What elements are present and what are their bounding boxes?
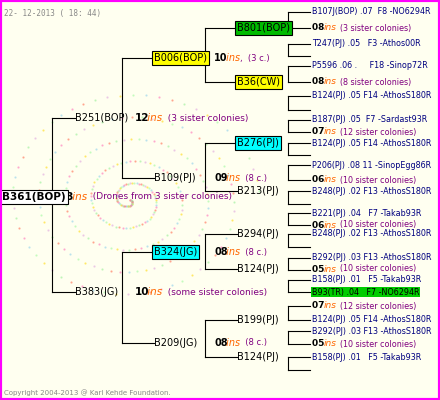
Text: B107J(BOP) .07  F8 -NO6294R: B107J(BOP) .07 F8 -NO6294R [312, 8, 430, 16]
Text: (12 sister colonies): (12 sister colonies) [335, 128, 417, 136]
Text: B294(PJ): B294(PJ) [237, 229, 279, 239]
Text: B158(PJ) .01   F5 -Takab93R: B158(PJ) .01 F5 -Takab93R [312, 276, 421, 284]
Text: B324(JG): B324(JG) [154, 247, 197, 257]
Text: 05: 05 [312, 340, 327, 348]
Text: (3 sister colonies): (3 sister colonies) [335, 24, 412, 32]
Text: ins: ins [223, 173, 240, 183]
Text: B221(PJ) .04   F7 -Takab93R: B221(PJ) .04 F7 -Takab93R [312, 208, 422, 218]
Text: ins: ins [223, 247, 240, 257]
Text: (8 sister colonies): (8 sister colonies) [335, 78, 412, 86]
Text: (8 c.): (8 c.) [240, 248, 267, 256]
Text: (8 c.): (8 c.) [240, 338, 267, 348]
Text: 10: 10 [214, 53, 227, 63]
Text: ins: ins [324, 340, 337, 348]
Text: (12 sister colonies): (12 sister colonies) [335, 302, 417, 310]
Text: ins: ins [324, 264, 337, 274]
Text: ins: ins [223, 53, 240, 63]
Text: (some sister colonies): (some sister colonies) [162, 288, 268, 296]
Text: B124(PJ) .05 F14 -AthosS180R: B124(PJ) .05 F14 -AthosS180R [312, 138, 431, 148]
Text: B383(JG): B383(JG) [75, 287, 118, 297]
Text: ins: ins [70, 192, 88, 202]
Text: (8 c.): (8 c.) [240, 174, 267, 182]
Text: 07: 07 [312, 128, 328, 136]
Text: B124(PJ): B124(PJ) [237, 352, 279, 362]
Text: (10 sister colonies): (10 sister colonies) [335, 340, 417, 348]
Text: B109(PJ): B109(PJ) [154, 173, 196, 183]
Text: 08: 08 [312, 78, 327, 86]
Text: 09: 09 [214, 173, 227, 183]
Text: ins: ins [223, 338, 240, 348]
Text: B248(PJ) .02 F13 -AthosS180R: B248(PJ) .02 F13 -AthosS180R [312, 186, 431, 196]
Text: B292(PJ) .03 F13 -AthosS180R: B292(PJ) .03 F13 -AthosS180R [312, 326, 432, 336]
Text: 22- 12-2013 ( 18: 44): 22- 12-2013 ( 18: 44) [4, 9, 101, 18]
Text: (10 sister colonies): (10 sister colonies) [335, 264, 417, 274]
Text: B124(PJ) .05 F14 -AthosS180R: B124(PJ) .05 F14 -AthosS180R [312, 92, 431, 100]
Text: ,  (3 c.): , (3 c.) [240, 54, 269, 62]
Text: B248(PJ) .02 F13 -AthosS180R: B248(PJ) .02 F13 -AthosS180R [312, 230, 431, 238]
Text: B36(CW): B36(CW) [237, 77, 280, 87]
Text: ins: ins [324, 128, 337, 136]
Text: B006(BOP): B006(BOP) [154, 53, 207, 63]
Text: B199(PJ): B199(PJ) [237, 315, 279, 325]
Text: 05: 05 [312, 264, 327, 274]
Text: 08: 08 [214, 338, 227, 348]
Text: ins: ins [324, 220, 337, 230]
Text: ins: ins [144, 287, 162, 297]
Text: 13: 13 [60, 192, 74, 202]
Text: 08: 08 [312, 24, 327, 32]
Text: ins: ins [324, 78, 337, 86]
Text: B124(PJ) .05 F14 -AthosS180R: B124(PJ) .05 F14 -AthosS180R [312, 316, 431, 324]
Text: (10 sister colonies): (10 sister colonies) [335, 176, 417, 184]
Text: B124(PJ): B124(PJ) [237, 264, 279, 274]
Text: Copyright 2004-2013 @ Karl Kehde Foundation.: Copyright 2004-2013 @ Karl Kehde Foundat… [4, 389, 171, 396]
Text: 07: 07 [312, 302, 328, 310]
Text: B187(PJ) .05  F7 -Sardast93R: B187(PJ) .05 F7 -Sardast93R [312, 116, 427, 124]
Text: ins: ins [324, 302, 337, 310]
Text: B276(PJ): B276(PJ) [237, 138, 279, 148]
Text: B209(JG): B209(JG) [154, 338, 197, 348]
Text: 10: 10 [135, 287, 150, 297]
Text: B251(BOP): B251(BOP) [75, 113, 128, 123]
Text: ins: ins [144, 113, 162, 123]
Text: 06: 06 [312, 220, 327, 230]
Text: P206(PJ) .08 11 -SinopEgg86R: P206(PJ) .08 11 -SinopEgg86R [312, 160, 431, 170]
Text: 08: 08 [214, 247, 227, 257]
Text: (10 sister colonies): (10 sister colonies) [335, 220, 417, 230]
Text: B213(PJ): B213(PJ) [237, 186, 279, 196]
Text: B361(BOP): B361(BOP) [2, 192, 66, 202]
Text: (Drones from 3 sister colonies): (Drones from 3 sister colonies) [88, 192, 232, 202]
Text: B93(TR) .04   F7 -NO6294R: B93(TR) .04 F7 -NO6294R [312, 288, 419, 296]
Text: B292(PJ) .03 F13 -AthosS180R: B292(PJ) .03 F13 -AthosS180R [312, 254, 432, 262]
Text: 12: 12 [135, 113, 150, 123]
Text: ins: ins [324, 24, 337, 32]
Text: B801(BOP): B801(BOP) [237, 23, 290, 33]
Text: (3 sister colonies): (3 sister colonies) [162, 114, 249, 122]
Text: B158(PJ) .01   F5 -Takab93R: B158(PJ) .01 F5 -Takab93R [312, 352, 421, 362]
Text: ins: ins [324, 176, 337, 184]
Text: 06: 06 [312, 176, 327, 184]
Text: P5596 .06 .     F18 -Sinop72R: P5596 .06 . F18 -Sinop72R [312, 62, 428, 70]
Text: T247(PJ) .05   F3 -Athos00R: T247(PJ) .05 F3 -Athos00R [312, 40, 421, 48]
